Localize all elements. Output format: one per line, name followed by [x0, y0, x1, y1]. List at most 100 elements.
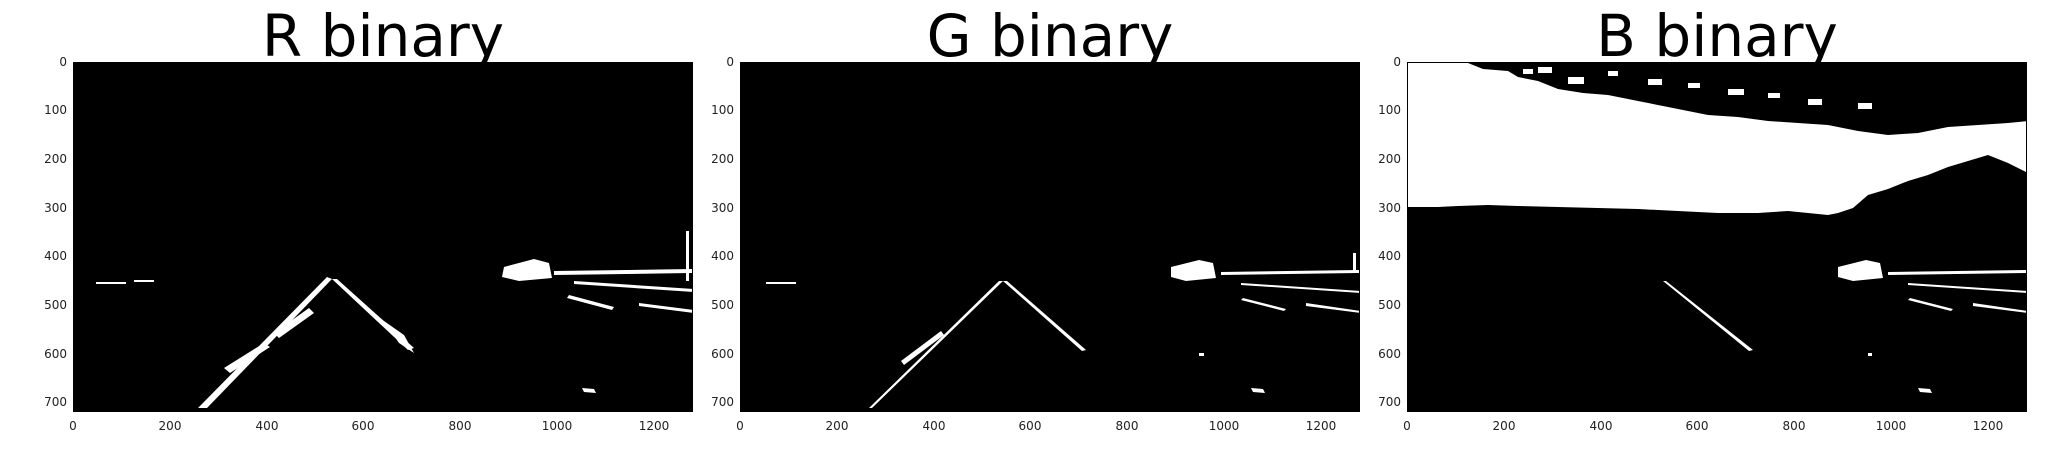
lane-blob — [274, 308, 314, 338]
y-tick-label: 700 — [1378, 395, 1401, 409]
panel-b-binary: B binary 0 100 200 300 400 500 600 700 — [1378, 0, 2027, 470]
x-tick-label: 800 — [1115, 419, 1139, 433]
horizon-mark — [96, 282, 126, 284]
panel-title: B binary — [1596, 2, 1838, 70]
lane-line-right — [1003, 281, 1086, 351]
y-tick-label: 700 — [711, 395, 734, 409]
edge-mark — [686, 231, 689, 281]
x-tick-label: 400 — [1589, 419, 1613, 433]
road-mark — [1908, 298, 1953, 311]
lane-blob — [384, 321, 414, 353]
sky-patch — [1498, 73, 1510, 79]
sky-patch — [1568, 77, 1584, 84]
y-axis: 0 100 200 300 400 500 600 700 — [670, 55, 740, 412]
lane-dash — [582, 388, 596, 393]
road-mark — [1908, 283, 2026, 293]
lane-blob — [901, 331, 944, 365]
horizon-mark — [134, 280, 154, 282]
road-mark — [554, 269, 692, 275]
y-tick-label: 100 — [1378, 103, 1401, 117]
lane-blob — [224, 343, 270, 373]
road-mark — [574, 281, 692, 292]
road-mark — [1241, 298, 1286, 311]
x-axis: 0 200 400 600 800 1000 1200 — [69, 412, 693, 442]
y-tick-label: 100 — [44, 103, 67, 117]
x-tick-label: 600 — [351, 419, 375, 433]
sky-patch — [1808, 99, 1822, 105]
x-tick-label: 200 — [1492, 419, 1516, 433]
road-mark — [1973, 303, 2026, 313]
road-mark — [639, 303, 692, 313]
sky-patch — [1523, 69, 1533, 74]
sky-patch — [1858, 103, 1872, 109]
y-tick-label: 300 — [1378, 201, 1401, 215]
sky-patch — [1608, 71, 1618, 76]
x-tick-label: 0 — [69, 419, 77, 433]
road-mark — [567, 295, 614, 310]
lane-line-right — [1663, 281, 1753, 351]
x-axis: 0 200 400 600 800 1000 1200 — [1403, 412, 2027, 442]
y-tick-label: 200 — [44, 152, 67, 166]
road-mark — [1221, 270, 1359, 275]
x-tick-label: 400 — [922, 419, 946, 433]
x-tick-label: 200 — [825, 419, 849, 433]
y-tick-label: 200 — [1378, 152, 1401, 166]
road-mark — [1306, 303, 1359, 313]
lane-dash — [1918, 388, 1932, 393]
road-mark — [1241, 283, 1359, 293]
sky-patch — [1648, 79, 1662, 85]
panel-title: G binary — [926, 2, 1174, 70]
horizon-mark — [766, 282, 796, 284]
lane-line-left — [869, 281, 1003, 408]
road-mark — [1888, 270, 2026, 275]
binary-image-g — [740, 62, 1360, 412]
x-tick-label: 600 — [1685, 419, 1709, 433]
panel-title: R binary — [261, 2, 505, 70]
binary-image-r — [73, 62, 693, 412]
lane-dash — [1251, 388, 1265, 393]
y-tick-label: 700 — [44, 395, 67, 409]
y-tick-label: 500 — [44, 298, 67, 312]
road-speck — [1868, 353, 1872, 356]
x-tick-label: 1000 — [1208, 419, 1240, 433]
x-tick-label: 600 — [1018, 419, 1042, 433]
y-tick-label: 300 — [711, 201, 734, 215]
y-tick-label: 0 — [1393, 55, 1401, 69]
sky-patch — [1688, 83, 1700, 88]
x-tick-label: 1200 — [638, 419, 670, 433]
x-tick-label: 400 — [255, 419, 279, 433]
x-tick-label: 0 — [736, 419, 744, 433]
sky-patch — [1728, 89, 1744, 95]
x-tick-label: 0 — [1403, 419, 1411, 433]
binary-image-b — [1407, 62, 2027, 412]
x-axis: 0 200 400 600 800 1000 1200 — [736, 412, 1360, 442]
y-tick-label: 500 — [711, 298, 734, 312]
binary-mask-r — [96, 231, 692, 408]
y-tick-label: 100 — [711, 103, 734, 117]
sky-patch — [1768, 93, 1780, 98]
edge-mark — [1353, 253, 1356, 273]
sky-patch — [1538, 67, 1552, 73]
y-tick-label: 600 — [44, 347, 67, 361]
y-tick-label: 600 — [711, 347, 734, 361]
y-axis: 0 100 200 300 400 500 600 700 — [3, 55, 73, 412]
y-tick-label: 0 — [59, 55, 67, 69]
y-tick-label: 400 — [1378, 249, 1401, 263]
x-tick-label: 1200 — [1972, 419, 2004, 433]
car-blob — [1171, 260, 1216, 281]
car-blob — [502, 259, 552, 281]
y-axis: 0 100 200 300 400 500 600 700 — [1337, 55, 1407, 412]
road-speck — [1199, 353, 1204, 356]
x-tick-label: 1000 — [1875, 419, 1907, 433]
car-blob — [1838, 260, 1883, 281]
x-tick-label: 800 — [1782, 419, 1806, 433]
panel-r-binary: R binary 0 100 200 300 400 500 600 700 — [44, 0, 693, 470]
x-tick-label: 1200 — [1305, 419, 1337, 433]
binary-mask-g — [766, 253, 1359, 408]
sky-region — [1408, 63, 2026, 215]
x-tick-label: 1000 — [541, 419, 573, 433]
x-tick-label: 800 — [448, 419, 472, 433]
y-tick-label: 400 — [44, 249, 67, 263]
y-tick-label: 400 — [711, 249, 734, 263]
panel-g-binary: G binary 0 100 200 300 400 500 600 700 — [711, 0, 1360, 470]
